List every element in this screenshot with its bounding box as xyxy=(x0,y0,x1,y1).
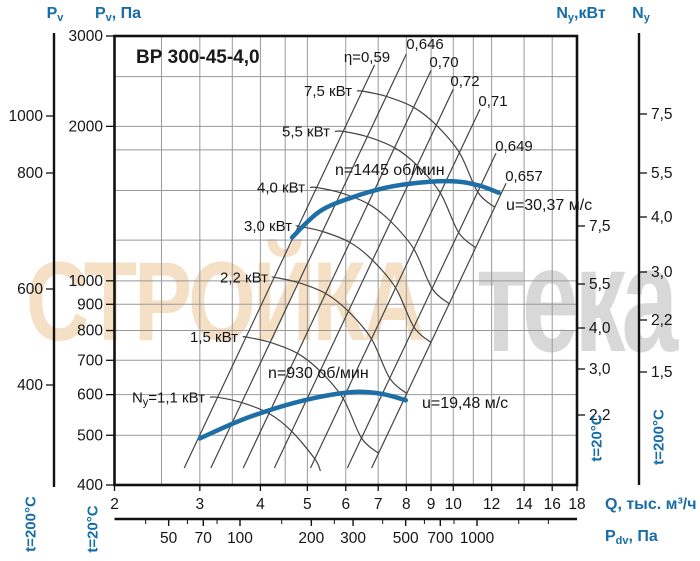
right-outer-tick-label: 5,5 xyxy=(651,165,673,182)
axis-title-pdv: Pdv, Па xyxy=(605,528,658,547)
curve-rpm-label: n=1445 об/мин xyxy=(335,162,445,179)
left-outer-tick-label: 800 xyxy=(17,165,43,182)
temp-label-right-inner: t=20°C xyxy=(588,414,606,462)
efficiency-line xyxy=(371,183,507,469)
temp-label-left-outer: t=200°C xyxy=(22,496,40,552)
efficiency-label: 0,71 xyxy=(478,93,507,110)
left-inner-tick-label: 500 xyxy=(77,427,103,444)
grid-layer xyxy=(114,36,577,485)
pdv-tick-label: 700 xyxy=(427,530,453,547)
efficiency-label: 0,657 xyxy=(505,168,543,185)
curve-rpm-label: n=930 об/мин xyxy=(268,365,369,382)
pdv-tick-label: 70 xyxy=(195,530,213,547)
pdv-tick-label: 500 xyxy=(393,530,419,547)
q-axis-tick-label: 8 xyxy=(402,496,411,513)
left-inner-tick-label: 3000 xyxy=(69,28,104,45)
power-arc xyxy=(334,130,477,249)
q-axis-tick-label: 12 xyxy=(483,496,500,513)
power-label: 2,2 кВт xyxy=(220,269,268,286)
left-inner-tick-label: 2000 xyxy=(69,118,104,135)
efficiency-line xyxy=(273,88,454,469)
right-inner-tick-label: 7,5 xyxy=(589,218,611,235)
q-axis-tick-label: 16 xyxy=(544,496,561,513)
power-label: 5,5 кВт xyxy=(282,123,330,140)
left-outer-tick-label: 1000 xyxy=(9,108,44,125)
fan-curve xyxy=(197,389,409,441)
right-inner-tick-label: 3,0 xyxy=(589,361,611,378)
watermark-stroyka: СТРОЙКА xyxy=(26,239,426,364)
power-label: 7,5 кВт xyxy=(304,83,352,100)
power-arc xyxy=(209,396,321,472)
power-label: 3,0 кВт xyxy=(244,218,292,235)
axis-title-ny-kvt: Ny,кВт xyxy=(556,5,606,24)
right-outer-tick-label: 7,5 xyxy=(651,106,673,123)
q-axis-tick-label: 14 xyxy=(515,496,533,513)
efficiency-label: 0,72 xyxy=(450,73,479,90)
right-inner-tick-label: 2,2 xyxy=(589,407,611,424)
efficiency-label: 0,70 xyxy=(429,54,458,71)
left-inner-tick-label: 400 xyxy=(77,477,103,494)
temp-label-left-inner: t=20°C xyxy=(84,505,102,553)
pdv-tick-label: 1000 xyxy=(460,530,495,547)
pdv-tick-label: 200 xyxy=(298,530,324,547)
q-axis-tick-label: 4 xyxy=(256,496,265,513)
power-label-sub: y xyxy=(143,396,149,408)
chart-title: ВР 300-45-4,0 xyxy=(136,47,260,68)
q-axis-tick-label: 10 xyxy=(445,496,463,513)
efficiency-line xyxy=(183,64,376,469)
power-label-post: =1,1 кВт xyxy=(148,389,205,406)
efficiency-line xyxy=(210,53,407,469)
left-inner-tick-label: 800 xyxy=(77,323,103,340)
q-axis-tick-label: 2 xyxy=(110,496,119,513)
power-arc xyxy=(356,90,496,208)
efficiency-line xyxy=(309,108,481,469)
right-outer-tick-label: 4,0 xyxy=(651,209,673,226)
pdv-tick-label: 100 xyxy=(227,530,253,547)
pdv-tick-label: 50 xyxy=(160,530,178,547)
axis-title-pv-outer: Pv xyxy=(46,5,64,24)
left-inner-tick-label: 600 xyxy=(77,387,103,404)
efficiency-label: 0,646 xyxy=(406,36,444,53)
q-axis-tick-label: 7 xyxy=(374,496,383,513)
power-label-pre: N xyxy=(132,389,143,406)
right-outer-tick-label: 2,2 xyxy=(651,312,673,329)
left-inner-tick-label: 1000 xyxy=(69,273,104,290)
curve-u-label: u=19,48 м/с xyxy=(422,395,508,412)
curve-u-label: u=30,37 м/с xyxy=(506,197,592,214)
axis-title-pv-pa: Pv, Па xyxy=(94,5,142,24)
temp-label-right-outer: t=200°C xyxy=(650,409,668,465)
q-axis-tick-label: 9 xyxy=(427,496,436,513)
fan-curves-layer xyxy=(197,178,501,441)
power-label: 4,0 кВт xyxy=(257,180,305,197)
right-inner-tick-label: 4,0 xyxy=(589,320,611,337)
left-outer-tick-label: 600 xyxy=(17,281,43,298)
left-outer-tick-label: 400 xyxy=(17,377,43,394)
power-arc xyxy=(309,186,450,305)
efficiency-line xyxy=(242,69,432,469)
axis-title-q: Q, тыс. м³/ч xyxy=(605,496,697,513)
q-axis-tick-label: 5 xyxy=(303,496,312,513)
efficiency-label: η=0,59 xyxy=(344,49,390,66)
power-arc xyxy=(242,336,379,454)
fan-curve xyxy=(289,178,501,240)
q-axis-tick-label: 6 xyxy=(341,496,350,513)
left-inner-tick-label: 700 xyxy=(77,352,103,369)
left-inner-tick-label: 900 xyxy=(77,296,103,313)
right-outer-tick-label: 1,5 xyxy=(651,364,673,381)
pdv-tick-label: 300 xyxy=(340,530,366,547)
power-label: Ny=1,1 кВт xyxy=(132,389,205,408)
power-label: 1,5 кВт xyxy=(190,329,238,346)
efficiency-label: 0,649 xyxy=(495,138,533,155)
right-outer-tick-label: 3,0 xyxy=(651,264,673,281)
right-inner-tick-label: 5,5 xyxy=(589,276,611,293)
axis-title-ny-outer: Ny xyxy=(632,5,650,24)
q-axis-tick-label: 3 xyxy=(196,496,205,513)
q-axis-tick-label: 18 xyxy=(568,496,585,513)
thin-lines-layer xyxy=(183,53,507,472)
power-arc xyxy=(271,276,408,394)
efficiency-line xyxy=(346,152,497,469)
